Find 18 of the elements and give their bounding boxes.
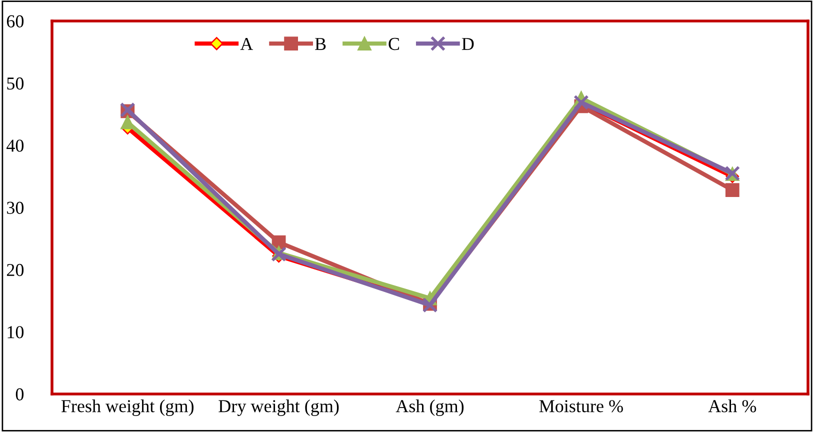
- x-tick-label: Moisture %: [539, 400, 623, 412]
- legend-label: C: [388, 38, 400, 50]
- x-tick-label: Ash %: [708, 400, 756, 412]
- y-tick-label: 30: [7, 202, 24, 214]
- point: [120, 115, 135, 130]
- x-tick-label: Ash (gm): [396, 400, 464, 416]
- y-tick-label: 0: [16, 388, 24, 400]
- y-tick-label: 10: [8, 326, 24, 338]
- legend-label: A: [240, 38, 254, 50]
- y-tick-label: 60: [6, 15, 24, 28]
- legend-label: B: [315, 38, 326, 50]
- y-tick-label: 40: [6, 140, 24, 152]
- x-tick-label: Fresh weight (gm): [61, 400, 194, 416]
- y-tick-label: 20: [6, 264, 24, 276]
- legend-label: D: [462, 38, 474, 50]
- x-tick-label: Dry weight (gm): [218, 400, 339, 416]
- y-tick-label: 50: [7, 77, 24, 90]
- point: [725, 183, 740, 198]
